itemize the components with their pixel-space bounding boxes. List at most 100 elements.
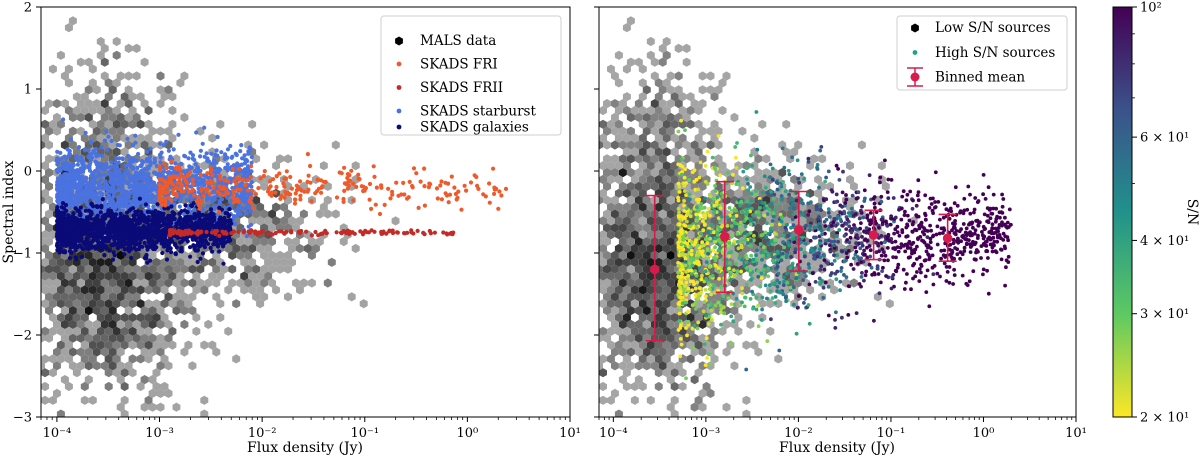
legend-label-skads-starburst: SKADS starburst — [420, 104, 536, 120]
hexbin-cell — [84, 333, 93, 343]
skads-starburst-point — [100, 153, 105, 159]
hexbin-cell — [622, 243, 631, 254]
hexbin-cell — [638, 216, 647, 226]
hexbin-cell — [272, 216, 280, 226]
hexbin-cell — [658, 237, 667, 247]
hexbin-cell — [603, 154, 611, 164]
skads-starburst-point — [123, 200, 128, 205]
hexbin-cell — [164, 333, 173, 343]
skads-galaxies-point — [192, 214, 197, 219]
hexbin-cell — [662, 312, 671, 323]
skads-galaxies-point — [71, 211, 76, 216]
hexbin-cell — [104, 368, 113, 378]
skads-galaxies-point — [59, 217, 64, 222]
skads-galaxies-point — [183, 216, 188, 221]
hexbin-cell — [128, 285, 137, 295]
skads-starburst-point — [167, 170, 172, 175]
skads-fri-point — [171, 191, 176, 196]
hexbin-cell — [152, 299, 161, 309]
hexbin-cell — [41, 264, 45, 274]
skads-starburst-point — [63, 166, 68, 172]
hexbin-cell — [41, 161, 49, 171]
skads-starburst-point — [96, 195, 102, 200]
hexbin-cell — [718, 105, 727, 116]
skads-galaxies-point — [94, 223, 99, 228]
hexbin-cell — [41, 271, 49, 281]
hexbin-cell — [152, 340, 161, 350]
skads-fri-point — [196, 203, 201, 208]
hexbin-cell — [172, 306, 181, 316]
hexbin-cell — [599, 361, 603, 371]
hexbin-cell — [208, 133, 217, 143]
hexbin-cell — [646, 340, 655, 350]
hexbin-cell — [618, 319, 627, 329]
skads-fri-point — [302, 189, 307, 194]
hexbin-cell — [296, 243, 304, 254]
skads-starburst-point — [88, 160, 93, 165]
skads-frii-point — [213, 231, 218, 236]
skads-frii-point — [204, 229, 209, 235]
hexbin-cell — [45, 99, 53, 109]
skads-galaxies-point — [150, 238, 155, 244]
skads-frii-point — [372, 229, 377, 234]
hexbin-cell — [116, 278, 125, 288]
skads-starburst-point — [55, 186, 60, 191]
hexbin-cell — [256, 216, 265, 226]
skads-fri-point — [356, 172, 361, 177]
hexbin-cell — [678, 368, 687, 378]
hexbin-cell — [45, 154, 53, 164]
hexbin-cell — [240, 243, 249, 254]
x-tick-label: 10⁻³ — [145, 426, 174, 441]
hexbin-cell — [68, 347, 77, 357]
hexbin-cell — [140, 319, 149, 329]
skads-galaxies-point — [116, 220, 121, 225]
hexbin-cell — [754, 347, 763, 357]
hexbin-cell — [658, 361, 667, 371]
hexbin-cell — [658, 264, 667, 274]
hexbin-cell — [599, 230, 607, 240]
hexbin-cell — [72, 285, 81, 295]
hexbin-cell — [607, 271, 615, 281]
skads-frii-point — [241, 228, 247, 234]
hexbin-cell — [80, 257, 89, 267]
hexbin-cell — [41, 257, 49, 267]
hexbin-cell — [168, 105, 177, 116]
hexbin-cell — [654, 230, 663, 240]
skads-fri-point — [237, 166, 242, 171]
skads-galaxies-point — [57, 250, 62, 255]
skads-starburst-point — [70, 174, 75, 180]
hexbin-cell — [236, 237, 245, 247]
hexbin-cell — [92, 333, 101, 343]
hexbin-cell — [284, 292, 292, 302]
hexbin-cell — [136, 354, 145, 364]
hexbin-cell — [260, 140, 269, 150]
hexbin-cell — [104, 105, 113, 116]
skads-galaxies-point — [137, 241, 142, 246]
hexbin-cell — [276, 154, 284, 164]
hexbin-cell — [53, 361, 61, 371]
skads-fri-point — [492, 191, 497, 196]
hexbin-cell — [303, 243, 312, 254]
left-legend-box — [380, 15, 562, 136]
skads-fri-point — [374, 185, 379, 190]
hexbin-cell — [41, 237, 45, 247]
hexbin-cell — [41, 216, 49, 226]
hexbin-cell — [650, 168, 659, 178]
hexbin-cell — [132, 250, 141, 260]
hexbin-cell — [120, 340, 129, 350]
skads-starburst-point — [133, 175, 138, 180]
hexbin-cell — [104, 285, 113, 295]
hexbin-cell — [618, 292, 627, 302]
hexbin-cell — [144, 285, 153, 295]
hexbin-cell — [646, 174, 655, 185]
left-plot-area — [41, 16, 509, 417]
hexbin-cell — [216, 119, 225, 129]
hexbin-cell — [662, 340, 671, 350]
hexbin-cell — [188, 361, 197, 371]
hexbin-cell — [108, 126, 117, 136]
skads-galaxies-point — [117, 232, 122, 237]
skads-galaxies-point — [156, 222, 161, 227]
hexbin-cell — [272, 257, 280, 267]
hexbin-cell — [100, 333, 109, 343]
y-tick-label: −3 — [13, 411, 32, 426]
